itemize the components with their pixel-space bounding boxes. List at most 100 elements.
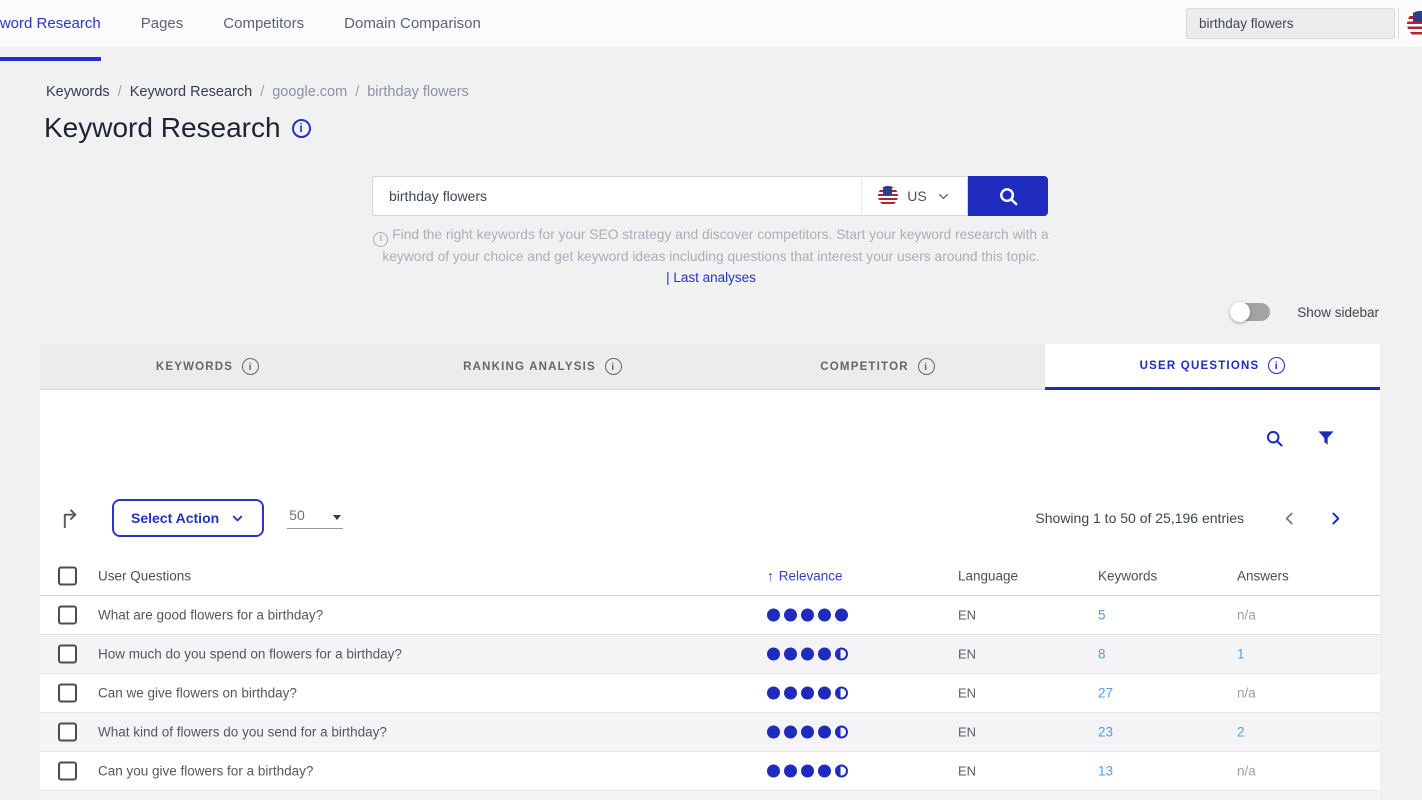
- select-action-label: Select Action: [131, 510, 220, 526]
- language-value: EN: [958, 724, 977, 740]
- column-header-language[interactable]: Language: [958, 568, 1019, 584]
- tab-label: USER QUESTIONS: [1139, 359, 1260, 372]
- relevance-dot: [818, 647, 831, 661]
- topnav-item-domain-comparison[interactable]: Domain Comparison: [344, 15, 481, 32]
- relevance-dot: [784, 686, 797, 700]
- breadcrumb: Keywords / Keyword Research / google.com / …: [46, 84, 469, 100]
- language-value: EN: [958, 646, 977, 662]
- country-select[interactable]: US: [861, 176, 968, 216]
- keywords-count-link[interactable]: 23: [1098, 724, 1114, 740]
- table-header-row: User Questions ↑ Relevance Language Keywo…: [40, 557, 1380, 596]
- relevance-dot: [818, 608, 831, 622]
- breadcrumb-current-keyword: birthday flowers: [367, 84, 469, 100]
- row-checkbox[interactable]: [58, 761, 77, 781]
- export-icon[interactable]: [60, 507, 83, 530]
- topnav-item-pages[interactable]: Pages: [140, 15, 184, 32]
- relevance-dot: [767, 764, 780, 778]
- keywords-count-link[interactable]: 13: [1098, 763, 1114, 779]
- search-icon: [997, 185, 1020, 208]
- relevance-dot: [801, 647, 814, 661]
- sidebar-toggle-row: Show sidebar: [1230, 302, 1379, 322]
- previous-page-icon[interactable]: [1281, 510, 1298, 527]
- breadcrumb-domain[interactable]: google.com: [272, 84, 348, 100]
- topnav-item-competitors[interactable]: Competitors: [223, 15, 305, 32]
- relevance-dot: [784, 764, 797, 778]
- keywords-count-link[interactable]: 8: [1098, 646, 1106, 662]
- user-question-text: Can you give flowers for a birthday?: [98, 763, 314, 779]
- topnav-search-area: [1186, 8, 1422, 39]
- row-checkbox[interactable]: [58, 605, 77, 625]
- column-header-keywords[interactable]: Keywords: [1098, 568, 1158, 584]
- user-questions-table: User Questions ↑ Relevance Language Keywo…: [40, 557, 1380, 800]
- answers-value[interactable]: 1: [1237, 646, 1245, 662]
- intro-line-1: Find the right keywords for your SEO str…: [0, 224, 1422, 247]
- answers-value: n/a: [1237, 685, 1256, 701]
- tab-ranking-analysis[interactable]: RANKING ANALYSIS: [375, 344, 710, 390]
- select-all-checkbox[interactable]: [58, 566, 77, 586]
- tab-label: COMPETITOR: [820, 360, 909, 373]
- relevance-dot: [818, 725, 831, 739]
- answers-value: n/a: [1237, 763, 1256, 779]
- tab-user-questions[interactable]: USER QUESTIONS: [1045, 344, 1380, 390]
- tab-competitor[interactable]: COMPETITOR: [710, 344, 1045, 390]
- title-info-icon[interactable]: [291, 118, 311, 138]
- relevance-dot: [818, 686, 831, 700]
- info-icon: [373, 231, 389, 247]
- relevance-dot: [767, 686, 780, 700]
- tab-info-icon[interactable]: [917, 358, 935, 375]
- table-row: Can you give flowers for a birthday? EN …: [40, 752, 1380, 791]
- breadcrumb-keywords[interactable]: Keywords: [46, 84, 110, 100]
- show-sidebar-toggle[interactable]: [1230, 302, 1271, 322]
- filter-icon[interactable]: [1316, 428, 1336, 449]
- last-analyses-link[interactable]: | Last analyses: [666, 270, 756, 285]
- table-row: How much do you spend on flowers for a b…: [40, 635, 1380, 674]
- user-question-text: What kind of flowers do you send for a b…: [98, 724, 387, 740]
- keyword-search-bar: US: [372, 176, 1048, 216]
- row-checkbox[interactable]: [58, 644, 77, 664]
- select-action-button[interactable]: Select Action: [112, 499, 265, 537]
- search-button[interactable]: [968, 176, 1048, 216]
- relevance-dot: [784, 608, 797, 622]
- show-sidebar-label: Show sidebar: [1297, 304, 1379, 320]
- topnav-item-keyword-research[interactable]: Keyword Research: [0, 15, 101, 32]
- topnav-search-input[interactable]: [1186, 8, 1395, 39]
- answers-value[interactable]: 2: [1237, 724, 1245, 740]
- tab-info-icon[interactable]: [1268, 357, 1286, 374]
- relevance-dot: [767, 725, 780, 739]
- column-header-relevance[interactable]: ↑ Relevance: [767, 568, 843, 584]
- relevance-dot: [835, 608, 848, 622]
- relevance-dots: [767, 608, 848, 622]
- keywords-count-link[interactable]: 5: [1098, 607, 1106, 623]
- page-size-select[interactable]: 50: [287, 507, 344, 529]
- breadcrumb-separator: /: [260, 84, 265, 100]
- chevron-down-icon: [936, 189, 951, 204]
- table-row: What kind of flowers do you send for a b…: [40, 713, 1380, 752]
- top-navigation: Keyword Research Pages Competitors Domai…: [0, 0, 1422, 47]
- flag-canton: [882, 186, 892, 196]
- tab-info-icon[interactable]: [604, 358, 622, 375]
- tab-keywords[interactable]: KEYWORDS: [40, 344, 375, 390]
- keywords-count-link[interactable]: 27: [1098, 685, 1114, 701]
- relevance-dots: [767, 647, 848, 661]
- relevance-dot: [801, 608, 814, 622]
- next-page-icon[interactable]: [1327, 510, 1344, 527]
- relevance-dot: [801, 725, 814, 739]
- us-flag-icon[interactable]: [1407, 10, 1422, 37]
- row-checkbox[interactable]: [58, 722, 77, 742]
- breadcrumb-keyword-research[interactable]: Keyword Research: [129, 84, 253, 100]
- tab-info-icon[interactable]: [242, 358, 260, 375]
- column-header-user-questions[interactable]: User Questions: [98, 568, 192, 584]
- column-header-answers[interactable]: Answers: [1237, 568, 1289, 584]
- language-value: EN: [958, 685, 977, 701]
- keyword-input[interactable]: [372, 176, 861, 216]
- active-nav-underline: [0, 57, 101, 61]
- caret-down-icon: [333, 515, 342, 520]
- row-checkbox[interactable]: [58, 683, 77, 703]
- next-row-edge: [40, 791, 1380, 800]
- table-search-icon[interactable]: [1264, 428, 1285, 449]
- relevance-dots: [767, 725, 848, 739]
- result-tabs: KEYWORDS RANKING ANALYSIS COMPETITOR USE…: [40, 344, 1380, 390]
- relevance-dot: [835, 764, 848, 778]
- answers-value: n/a: [1237, 607, 1256, 623]
